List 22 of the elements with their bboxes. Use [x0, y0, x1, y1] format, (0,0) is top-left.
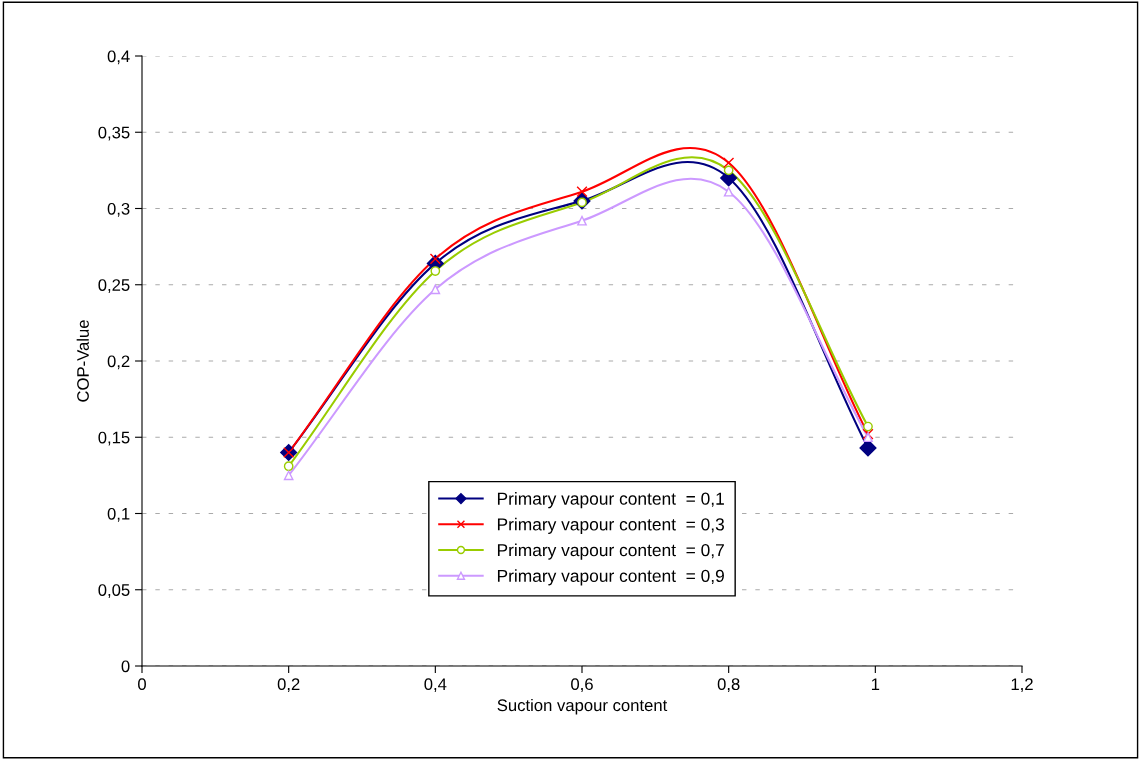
x-tick-label: 0 — [138, 678, 146, 691]
x-tick-label: 1,2 — [1011, 678, 1033, 693]
y-tick-label: 0,3 — [107, 202, 130, 217]
x-tick-label: 0,4 — [424, 678, 447, 693]
legend-label: Primary vapour content = 0,1 — [497, 492, 724, 509]
legend-label: Primary vapour content = 0,9 — [497, 569, 724, 586]
x-axis-title: Suction vapour content — [497, 698, 668, 715]
x-tick-label: 1 — [871, 678, 880, 690]
x-tick-label: 0,6 — [571, 678, 593, 693]
y-tick-label: 0,2 — [107, 355, 130, 370]
legend-label: Primary vapour content = 0,3 — [497, 517, 724, 534]
y-tick-label: 0,35 — [98, 126, 130, 141]
legend-label: Primary vapour content = 0,7 — [497, 543, 724, 560]
y-tick-label: 0,15 — [98, 431, 130, 446]
x-tick-label: 0,8 — [717, 678, 740, 693]
x-tick-label: 0,2 — [277, 678, 300, 693]
y-tick-label: 0,1 — [107, 507, 130, 522]
y-axis-title: COP-Value — [76, 320, 89, 402]
y-tick-label: 0,05 — [98, 584, 130, 598]
y-tick-label: 0,25 — [98, 279, 130, 293]
y-tick-label: 0 — [121, 660, 130, 673]
y-tick-label: 0,4 — [107, 50, 130, 65]
